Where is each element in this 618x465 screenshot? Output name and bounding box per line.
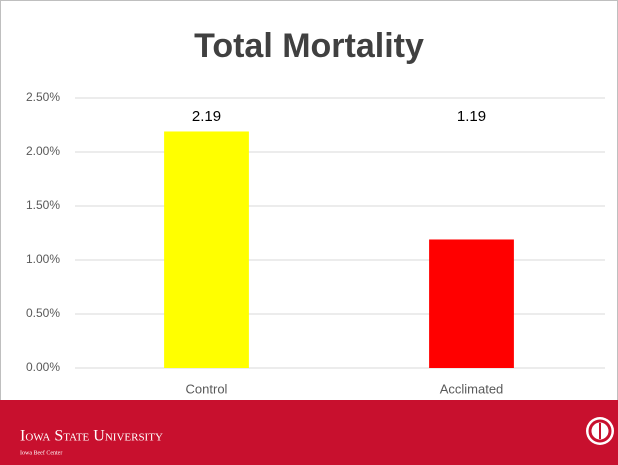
- y-tick-label: 1.50%: [26, 198, 60, 212]
- chart-title: Total Mortality: [194, 27, 424, 65]
- y-tick-label: 0.50%: [26, 306, 60, 320]
- bar: [164, 131, 249, 368]
- footer-university: Iowa State University: [20, 428, 163, 445]
- y-tick-label: 0.00%: [26, 360, 60, 374]
- x-tick-label: Acclimated: [440, 381, 504, 396]
- y-tick-label: 1.00%: [26, 252, 60, 266]
- y-tick-label: 2.50%: [26, 90, 60, 104]
- value-label: 2.19: [192, 108, 221, 125]
- y-tick-label: 2.00%: [26, 144, 60, 158]
- footer-bar: [0, 400, 618, 465]
- footer-center: Iowa Beef Center: [20, 449, 62, 456]
- bar: [429, 239, 514, 368]
- logo-ring: [588, 419, 612, 443]
- logo: [586, 417, 614, 445]
- value-label: 1.19: [457, 108, 486, 125]
- x-tick-label: Control: [186, 381, 228, 396]
